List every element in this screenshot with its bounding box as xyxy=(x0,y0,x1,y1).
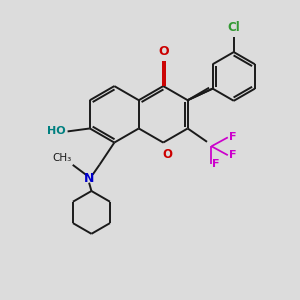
Text: O: O xyxy=(163,148,173,161)
Text: CH₃: CH₃ xyxy=(52,153,71,164)
Text: HO: HO xyxy=(47,126,66,136)
Text: O: O xyxy=(158,46,169,59)
Text: F: F xyxy=(229,150,236,160)
Text: Cl: Cl xyxy=(227,21,240,34)
Text: N: N xyxy=(84,172,94,185)
Text: F: F xyxy=(212,159,220,169)
Text: F: F xyxy=(229,132,236,142)
